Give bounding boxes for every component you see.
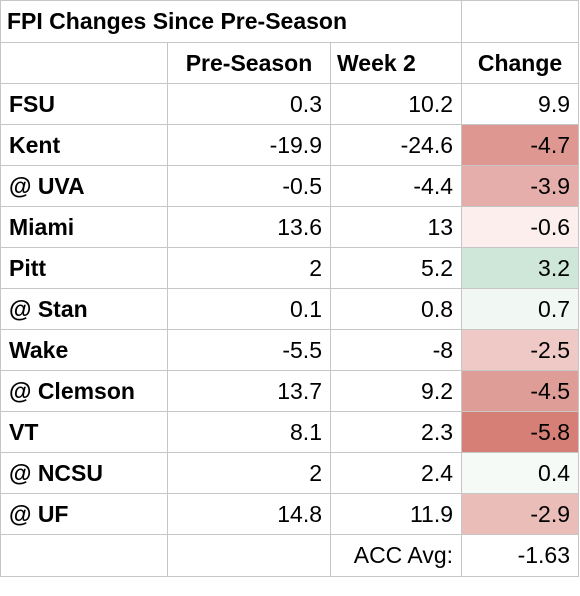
team-cell[interactable]: @ UF xyxy=(0,493,168,535)
table-row: Miami 13.6 13 -0.6 xyxy=(0,206,580,248)
table-row: @ NCSU 2 2.4 0.4 xyxy=(0,452,580,494)
table-row: Pitt 2 5.2 3.2 xyxy=(0,247,580,289)
acc-avg-label[interactable]: ACC Avg: xyxy=(329,534,463,577)
week2-cell[interactable]: 2.3 xyxy=(329,411,463,453)
week2-cell[interactable]: -8 xyxy=(329,329,463,371)
week2-cell[interactable]: 5.2 xyxy=(329,247,463,289)
table-row: FSU 0.3 10.2 9.9 xyxy=(0,83,580,125)
empty-cell[interactable] xyxy=(167,534,331,577)
empty-cell[interactable] xyxy=(0,534,168,577)
pre-season-cell[interactable]: 13.6 xyxy=(167,206,331,248)
empty-cell[interactable] xyxy=(461,0,580,43)
team-cell[interactable]: Wake xyxy=(0,329,168,371)
week2-cell[interactable]: -4.4 xyxy=(329,165,463,207)
pre-season-cell[interactable]: -5.5 xyxy=(167,329,331,371)
footer-row: ACC Avg: -1.63 xyxy=(0,534,580,577)
change-cell[interactable]: 0.4 xyxy=(461,452,580,494)
header-row: Pre-Season Week 2 Change xyxy=(0,42,580,84)
table-row: Kent -19.9 -24.6 -4.7 xyxy=(0,124,580,166)
week2-cell[interactable]: 0.8 xyxy=(329,288,463,330)
week2-cell[interactable]: -24.6 xyxy=(329,124,463,166)
title-row: FPI Changes Since Pre-Season xyxy=(0,0,580,43)
team-cell[interactable]: @ UVA xyxy=(0,165,168,207)
week2-cell[interactable]: 11.9 xyxy=(329,493,463,535)
team-cell[interactable]: Kent xyxy=(0,124,168,166)
table-row: @ UVA -0.5 -4.4 -3.9 xyxy=(0,165,580,207)
acc-avg-value[interactable]: -1.63 xyxy=(461,534,580,577)
table-row: @ UF 14.8 11.9 -2.9 xyxy=(0,493,580,535)
pre-season-cell[interactable]: 13.7 xyxy=(167,370,331,412)
pre-season-cell[interactable]: 0.3 xyxy=(167,83,331,125)
pre-season-cell[interactable]: 0.1 xyxy=(167,288,331,330)
fpi-table: FPI Changes Since Pre-Season Pre-Season … xyxy=(0,0,580,577)
pre-season-cell[interactable]: -0.5 xyxy=(167,165,331,207)
week2-cell[interactable]: 2.4 xyxy=(329,452,463,494)
pre-season-cell[interactable]: 8.1 xyxy=(167,411,331,453)
change-cell[interactable]: 9.9 xyxy=(461,83,580,125)
table-row: VT 8.1 2.3 -5.8 xyxy=(0,411,580,453)
team-cell[interactable]: Miami xyxy=(0,206,168,248)
pre-season-cell[interactable]: -19.9 xyxy=(167,124,331,166)
team-cell[interactable]: @ NCSU xyxy=(0,452,168,494)
team-cell[interactable]: @ Clemson xyxy=(0,370,168,412)
change-cell[interactable]: -5.8 xyxy=(461,411,580,453)
change-cell[interactable]: -0.6 xyxy=(461,206,580,248)
change-cell[interactable]: -4.5 xyxy=(461,370,580,412)
pre-season-cell[interactable]: 14.8 xyxy=(167,493,331,535)
table-row: @ Clemson 13.7 9.2 -4.5 xyxy=(0,370,580,412)
header-week2[interactable]: Week 2 xyxy=(329,42,463,84)
team-cell[interactable]: FSU xyxy=(0,83,168,125)
change-cell[interactable]: -2.5 xyxy=(461,329,580,371)
change-cell[interactable]: -4.7 xyxy=(461,124,580,166)
change-cell[interactable]: -3.9 xyxy=(461,165,580,207)
pre-season-cell[interactable]: 2 xyxy=(167,452,331,494)
week2-cell[interactable]: 13 xyxy=(329,206,463,248)
team-cell[interactable]: VT xyxy=(0,411,168,453)
change-cell[interactable]: -2.9 xyxy=(461,493,580,535)
table-row: Wake -5.5 -8 -2.5 xyxy=(0,329,580,371)
team-cell[interactable]: Pitt xyxy=(0,247,168,289)
header-change[interactable]: Change xyxy=(461,42,580,84)
week2-cell[interactable]: 9.2 xyxy=(329,370,463,412)
table-title[interactable]: FPI Changes Since Pre-Season xyxy=(0,0,463,43)
pre-season-cell[interactable]: 2 xyxy=(167,247,331,289)
header-pre-season[interactable]: Pre-Season xyxy=(167,42,331,84)
change-cell[interactable]: 0.7 xyxy=(461,288,580,330)
team-cell[interactable]: @ Stan xyxy=(0,288,168,330)
empty-cell[interactable] xyxy=(0,42,168,84)
week2-cell[interactable]: 10.2 xyxy=(329,83,463,125)
fpi-table-body: FPI Changes Since Pre-Season Pre-Season … xyxy=(0,0,580,577)
change-cell[interactable]: 3.2 xyxy=(461,247,580,289)
table-row: @ Stan 0.1 0.8 0.7 xyxy=(0,288,580,330)
